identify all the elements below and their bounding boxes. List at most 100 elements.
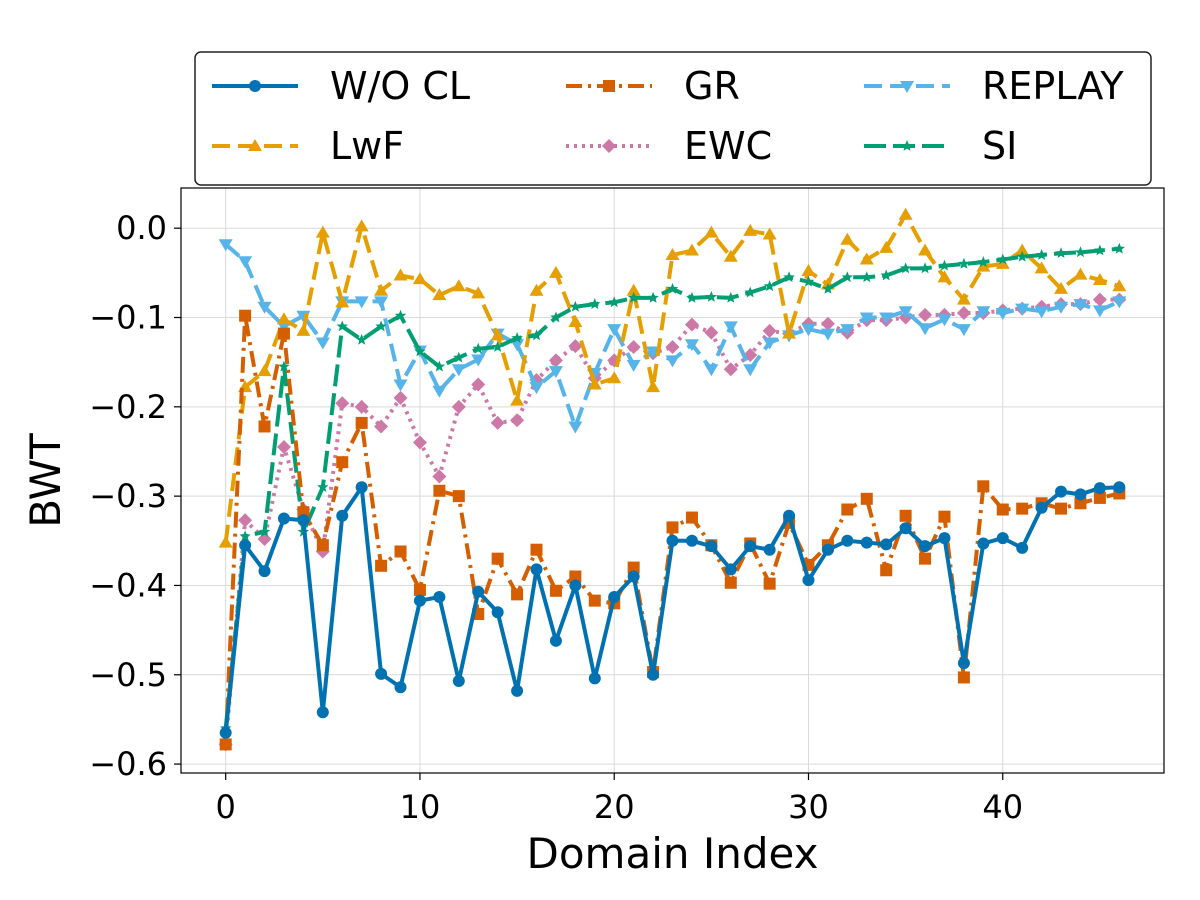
data-point-lwf [335, 295, 350, 308]
data-point-replay [607, 324, 622, 337]
y-tick-label: −0.3 [89, 477, 167, 515]
data-point-lwf [665, 247, 680, 260]
x-tick-label: 40 [982, 788, 1023, 826]
data-point-replay [548, 366, 563, 379]
data-point-si [414, 345, 426, 357]
data-point-lwf [587, 377, 602, 390]
legend-item-replay: REPLAY [864, 64, 1124, 108]
data-point-lwf [879, 240, 894, 253]
data-point-ewc [412, 435, 427, 450]
legend-item-si: SI [864, 124, 1017, 168]
data-point-replay [238, 256, 253, 269]
data-point-w-o-cl [433, 591, 446, 604]
data-point-w-o-cl [1113, 481, 1126, 494]
data-point-ewc [1092, 292, 1107, 307]
data-point-gr [219, 738, 232, 751]
y-axis: 0.0 −0.1 −0.2 −0.3 −0.4 −0.5 −0.6 [89, 209, 181, 783]
data-point-si [511, 332, 523, 343]
data-point-si [1094, 244, 1106, 256]
data-point-w-o-cl [277, 512, 290, 525]
data-point-ewc [257, 532, 272, 546]
data-point-replay [743, 364, 758, 377]
data-point-replay [801, 324, 816, 337]
data-point-si [725, 291, 737, 303]
data-point-w-o-cl [549, 634, 562, 647]
data-point-gr [549, 584, 562, 597]
legend-box [194, 51, 1152, 186]
data-point-lwf [451, 279, 466, 292]
data-point-lwf [801, 264, 816, 277]
series-lwf [218, 207, 1127, 548]
data-point-lwf [510, 393, 525, 406]
data-point-si [375, 320, 387, 332]
data-point-w-o-cl [724, 563, 737, 576]
y-tick-label: −0.4 [89, 566, 167, 604]
data-point-si [278, 360, 290, 372]
data-point-gr [996, 503, 1009, 516]
data-point-replay [704, 364, 719, 377]
x-tick-label: 30 [788, 788, 829, 826]
data-point-replay [1015, 303, 1030, 316]
data-point-w-o-cl [569, 579, 582, 592]
data-point-w-o-cl [899, 522, 912, 535]
data-point-w-o-cl [1093, 482, 1106, 495]
legend-label-ewc: EWC [684, 124, 772, 168]
legend-marker-ewc [602, 139, 616, 153]
data-point-ewc [548, 353, 563, 368]
data-point-w-o-cl [685, 534, 698, 547]
data-point-replay [1112, 296, 1127, 309]
data-point-w-o-cl [336, 509, 349, 522]
data-point-ewc [956, 306, 971, 321]
data-point-replay [471, 354, 486, 367]
data-point-gr [375, 559, 388, 572]
data-point-w-o-cl [783, 509, 796, 522]
data-point-si [958, 257, 970, 269]
y-tick-label: −0.6 [89, 745, 167, 783]
data-point-lwf [315, 225, 330, 238]
data-point-ewc [704, 325, 719, 340]
data-point-lwf [995, 256, 1010, 269]
data-point-w-o-cl [472, 585, 485, 598]
series-gr [219, 309, 1126, 751]
data-point-si [822, 282, 834, 294]
legend-item-ewc: EWC [566, 124, 772, 168]
data-point-gr [763, 577, 776, 590]
data-point-ewc [723, 362, 738, 377]
data-point-si [394, 309, 407, 321]
data-point-ewc [354, 399, 369, 414]
data-point-lwf [684, 243, 699, 256]
data-point-si [1074, 246, 1087, 258]
data-point-lwf [548, 265, 563, 278]
data-point-gr [569, 570, 582, 583]
data-point-replay [218, 239, 233, 252]
data-point-lwf [956, 292, 971, 305]
data-point-si [336, 320, 348, 332]
data-point-w-o-cl [860, 536, 873, 549]
data-point-lwf [937, 270, 952, 283]
data-point-lwf [898, 207, 913, 220]
legend-marker-gr [603, 80, 615, 92]
data-point-w-o-cl [821, 543, 834, 556]
series-w-o-cl [219, 481, 1126, 739]
data-point-gr [880, 564, 893, 577]
data-point-si [744, 286, 756, 298]
data-point-w-o-cl [647, 668, 660, 681]
legend-marker-lwf [248, 139, 262, 151]
data-point-ewc [393, 390, 408, 405]
data-point-ewc [490, 415, 505, 430]
data-point-ewc [276, 440, 291, 455]
data-point-replay [315, 337, 330, 350]
data-point-lwf [1015, 243, 1030, 256]
data-point-si [1113, 242, 1126, 254]
data-point-replay [840, 324, 855, 337]
data-point-lwf [743, 223, 758, 236]
legend-marker-si [901, 140, 913, 151]
x-tick-label: 10 [400, 788, 441, 826]
legend-item-gr: GR [566, 64, 740, 108]
data-point-w-o-cl [511, 684, 524, 697]
data-point-si [841, 271, 854, 283]
data-point-si [569, 300, 582, 312]
data-point-gr [957, 671, 970, 684]
data-point-lwf [782, 326, 797, 339]
